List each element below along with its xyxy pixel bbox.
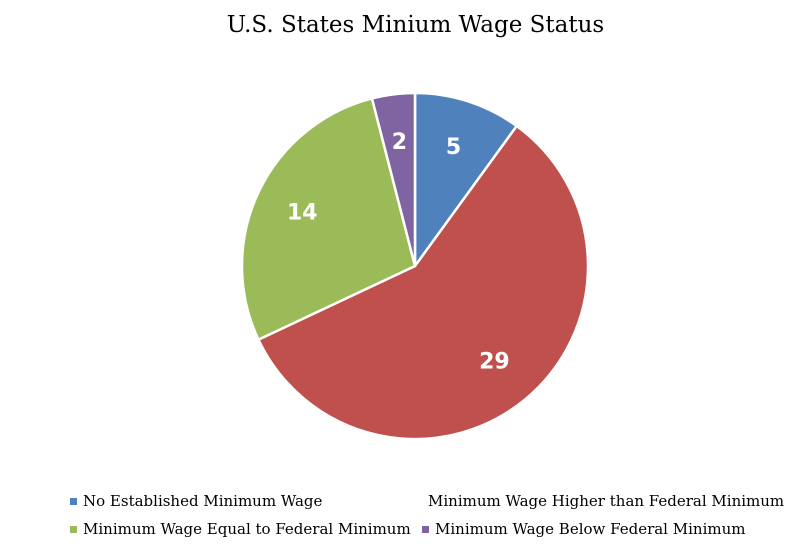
legend-label-2: Minimum Wage Equal to Federal Minimum xyxy=(83,520,411,538)
legend-swatch-0 xyxy=(70,497,77,505)
pie-data-label-3: 2 xyxy=(392,130,407,155)
pie-slice-2 xyxy=(240,97,417,341)
pie-chart: 5 29 14 2 xyxy=(240,91,590,441)
legend-item-3: Minimum Wage Below Federal Minimum xyxy=(422,520,782,538)
pie-slice-0 xyxy=(413,91,518,268)
pie-slice-1 xyxy=(257,124,590,441)
legend-item-0: No Established Minimum Wage xyxy=(70,492,422,510)
legend-item-2: Minimum Wage Equal to Federal Minimum xyxy=(70,520,422,538)
pie-data-label-2: 14 xyxy=(287,200,318,225)
pie-data-label-1: 29 xyxy=(479,349,510,374)
legend-label-0: No Established Minimum Wage xyxy=(83,492,323,510)
legend-swatch-2 xyxy=(70,525,77,533)
legend-label-1: Minimum Wage Higher than Federal Minimum xyxy=(428,492,785,510)
legend-label-3: Minimum Wage Below Federal Minimum xyxy=(435,520,746,538)
chart-title: U.S. States Minium Wage Status xyxy=(226,12,605,38)
legend: No Established Minimum Wage Minimum Wage … xyxy=(70,492,790,538)
pie-data-label-0: 5 xyxy=(446,135,461,160)
legend-swatch-3 xyxy=(422,525,429,533)
legend-item-1: Minimum Wage Higher than Federal Minimum xyxy=(422,492,785,510)
pie-slice-3 xyxy=(370,91,417,268)
